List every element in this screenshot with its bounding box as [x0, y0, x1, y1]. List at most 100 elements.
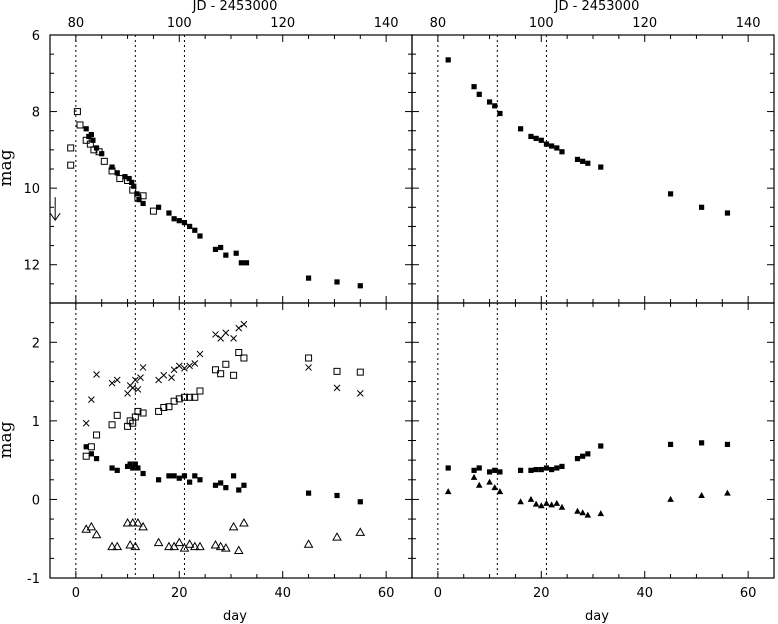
point-filled-square — [543, 465, 550, 471]
point-filled-square — [357, 283, 363, 289]
point-cross — [196, 350, 204, 358]
point-filled-square — [724, 210, 731, 216]
point-open-square — [333, 367, 341, 375]
point-open-square — [76, 121, 84, 129]
point-cross — [137, 374, 144, 381]
point-open-square — [67, 144, 75, 152]
point-filled-square — [585, 451, 591, 457]
point-filled-square — [187, 223, 193, 230]
point-filled-square — [724, 441, 731, 448]
point-open-triangle — [228, 521, 239, 531]
point-open-triangle — [86, 521, 97, 531]
point-filled-triangle — [724, 489, 731, 496]
point-filled-square — [518, 467, 524, 473]
point-open-square — [67, 161, 75, 169]
data-marks — [49, 57, 731, 554]
point-filled-square — [218, 480, 224, 486]
point-open-triangle — [153, 537, 164, 547]
point-cross — [240, 320, 248, 328]
point-filled-square — [109, 164, 115, 170]
point-filled-triangle — [543, 499, 550, 506]
point-filled-square — [181, 220, 188, 226]
point-filled-square — [131, 183, 137, 189]
point-filled-square — [230, 473, 237, 479]
point-cross — [131, 376, 139, 384]
point-open-square — [180, 393, 188, 401]
top-axis-label-left: JD - 2453000 — [192, 0, 278, 14]
point-filled-triangle — [444, 488, 452, 495]
point-filled-square — [187, 479, 193, 485]
point-open-square — [230, 371, 238, 379]
point-filled-square — [549, 143, 555, 149]
point-filled-square — [88, 131, 94, 138]
point-open-square — [186, 393, 194, 401]
point-filled-square — [497, 469, 503, 475]
point-open-square — [100, 157, 108, 165]
point-filled-square — [156, 477, 162, 483]
point-open-triangle — [174, 537, 185, 547]
point-cross — [235, 324, 243, 332]
point-open-triangle — [195, 541, 205, 551]
point-filled-square — [93, 145, 100, 151]
point-filled-triangle — [584, 511, 592, 518]
point-filled-square — [543, 141, 550, 147]
point-filled-square — [132, 461, 138, 467]
point-cross — [108, 379, 116, 387]
point-filled-square — [559, 149, 565, 155]
point-filled-triangle — [553, 499, 561, 506]
panel-frame-top-right — [411, 34, 775, 304]
point-open-square — [217, 370, 225, 378]
point-filled-square — [122, 174, 128, 180]
point-filled-square — [243, 260, 250, 266]
point-open-triangle — [239, 517, 249, 527]
point-filled-square — [181, 473, 188, 479]
point-filled-square — [140, 200, 146, 207]
point-open-square — [149, 207, 157, 215]
top-tick-label: 80 — [430, 16, 447, 31]
point-open-square — [235, 349, 243, 356]
point-filled-square — [471, 467, 477, 473]
point-open-square — [222, 360, 230, 368]
point-cross — [175, 362, 183, 370]
point-cross — [168, 374, 175, 381]
point-cross — [333, 384, 341, 392]
point-filled-square — [166, 473, 172, 479]
point-open-square — [116, 175, 124, 183]
point-filled-square — [192, 227, 198, 233]
point-cross — [305, 364, 312, 371]
y-tick-label: 1 — [32, 415, 40, 430]
point-filled-square — [559, 463, 565, 470]
point-filled-triangle — [517, 498, 524, 505]
point-filled-square — [236, 487, 242, 493]
point-filled-square — [492, 103, 498, 109]
x-tick-label: 20 — [171, 586, 188, 601]
x-tick-label: 20 — [533, 586, 550, 601]
point-open-square — [139, 409, 147, 417]
point-cross — [160, 371, 168, 379]
point-filled-square — [574, 455, 581, 462]
y-axis-label-bottom: mag — [0, 421, 16, 458]
top-tick-label: 120 — [632, 16, 657, 31]
point-filled-square — [156, 204, 162, 210]
point-filled-square — [212, 246, 219, 252]
point-filled-square — [518, 126, 524, 132]
point-filled-square — [334, 492, 340, 499]
point-open-triangle — [164, 541, 174, 551]
point-filled-square — [580, 158, 586, 164]
point-filled-square — [176, 218, 182, 224]
point-open-triangle — [355, 527, 366, 536]
point-filled-square — [580, 453, 586, 459]
point-filled-triangle — [475, 481, 483, 488]
point-filled-square — [136, 197, 142, 203]
point-filled-square — [134, 191, 140, 197]
point-open-square — [155, 407, 163, 415]
point-open-square — [305, 354, 313, 362]
point-filled-square — [223, 485, 229, 491]
x-tick-label: 40 — [636, 586, 653, 601]
y-tick-label: 12 — [23, 259, 40, 274]
point-open-square — [108, 421, 116, 429]
point-open-triangle — [112, 541, 123, 551]
point-filled-square — [486, 99, 493, 105]
point-open-triangle — [215, 541, 226, 551]
